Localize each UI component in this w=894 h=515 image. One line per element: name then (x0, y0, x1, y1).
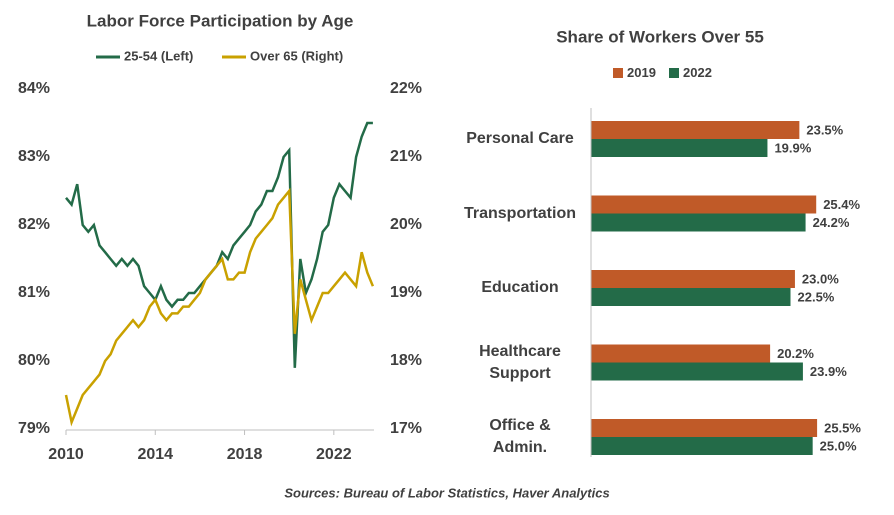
y-tick-label: 80% (18, 352, 50, 369)
value-label: 25.4% (823, 197, 860, 212)
legend-swatch (669, 68, 679, 78)
bar (591, 270, 795, 288)
x-tick-label: 2014 (137, 446, 173, 463)
y-tick-label: 79% (18, 420, 50, 437)
bar (591, 121, 800, 139)
series-line (65, 121, 373, 368)
y-tick-label: 81% (18, 284, 50, 301)
legend-label: 2022 (683, 65, 712, 80)
bar (591, 437, 813, 455)
category-label: Office & Admin. (489, 417, 551, 456)
value-label: 23.5% (806, 122, 843, 137)
source: Sources: Bureau of Labor Statistics, Hav… (284, 485, 609, 500)
y-tick-label: 82% (18, 216, 50, 233)
value-label: 19.9% (774, 140, 811, 155)
legend-label: Over 65 (Right) (250, 48, 343, 63)
right-title: Share of Workers Over 55 (556, 27, 764, 46)
legend-label: 25-54 (Left) (124, 48, 193, 63)
value-label: 20.2% (777, 346, 814, 361)
category-label: Healthcare Support (479, 342, 561, 382)
y-tick-label: 84% (18, 80, 50, 97)
value-label: 23.0% (802, 271, 839, 286)
value-label: 24.2% (813, 215, 850, 230)
left-title: Labor Force Participation by Age (87, 11, 354, 30)
bar (591, 288, 791, 306)
x-tick-label: 2010 (48, 446, 84, 463)
bar (591, 195, 817, 214)
bar (591, 213, 806, 232)
bar (591, 344, 771, 363)
y2-tick-label: 20% (390, 216, 422, 233)
legend-label: 2019 (627, 65, 656, 80)
legend-swatch (613, 68, 623, 78)
y2-tick-label: 22% (390, 80, 422, 97)
category-label: Education (481, 279, 559, 296)
y2-tick-label: 18% (390, 352, 422, 369)
bar (591, 139, 768, 157)
value-label: 22.5% (798, 289, 835, 304)
x-tick-label: 2018 (227, 446, 263, 463)
y2-tick-label: 19% (390, 284, 422, 301)
y-tick-label: 83% (18, 148, 50, 165)
y2-tick-label: 21% (390, 148, 422, 165)
x-tick-label: 2022 (316, 446, 352, 463)
value-label: 25.0% (820, 438, 857, 453)
bar (591, 362, 803, 381)
value-label: 25.5% (824, 420, 861, 435)
series-line (64, 187, 375, 427)
value-label: 23.9% (810, 364, 847, 379)
bar (591, 419, 818, 437)
category-label: Transportation (463, 204, 576, 222)
y2-tick-label: 17% (390, 420, 422, 437)
category-label: Personal Care (466, 130, 574, 147)
